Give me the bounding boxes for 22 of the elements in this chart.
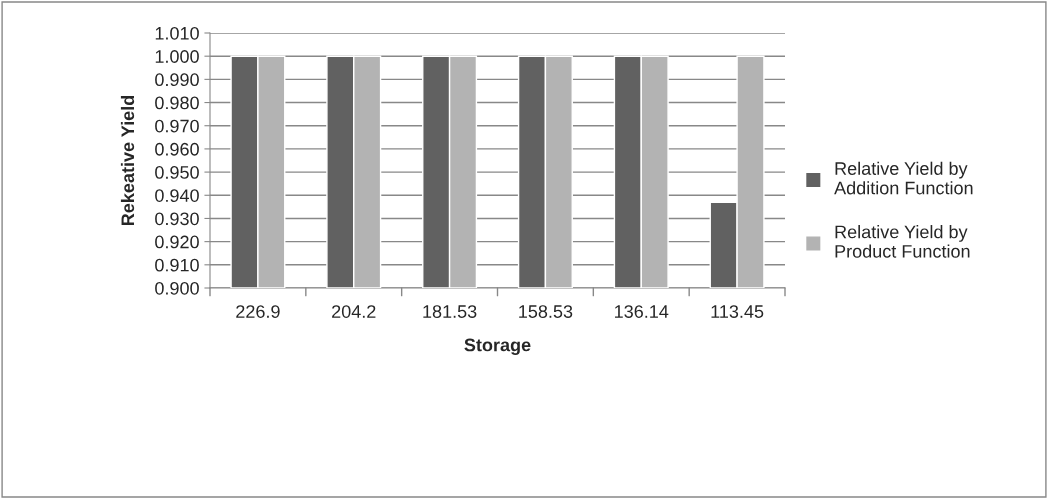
x-tick-label: 226.9 (236, 305, 280, 318)
x-tick-label: 181.53 (423, 305, 477, 318)
x-tick-label: 113.45 (711, 305, 764, 318)
y-tick-label: 0.960 (155, 142, 199, 156)
y-tick-label: 1.000 (155, 50, 199, 63)
y-tick-label: 0.990 (155, 73, 199, 87)
y-axis-title: Rekeative Yield (120, 95, 135, 226)
y-tick-label: 0.980 (155, 96, 199, 110)
y-tick-label: 0.950 (155, 166, 199, 179)
x-axis-title: Storage (464, 338, 531, 355)
legend-label: Relative Yield by Product Function (835, 225, 970, 258)
y-tick-label: 0.900 (155, 281, 199, 295)
y-tick-label: 0.970 (155, 119, 199, 133)
y-tick-label: 0.930 (155, 212, 199, 226)
x-tick-label: 204.2 (332, 305, 376, 318)
x-tick-label: 136.14 (615, 305, 669, 318)
y-tick-label: 1.010 (155, 26, 199, 40)
y-tick-label: 0.910 (155, 258, 199, 272)
x-tick-label: 158.53 (519, 305, 573, 318)
y-tick-label: 0.940 (155, 189, 199, 202)
legend-label: Relative Yield by Addition Function (834, 161, 973, 195)
y-tick-label: 0.920 (155, 235, 199, 249)
